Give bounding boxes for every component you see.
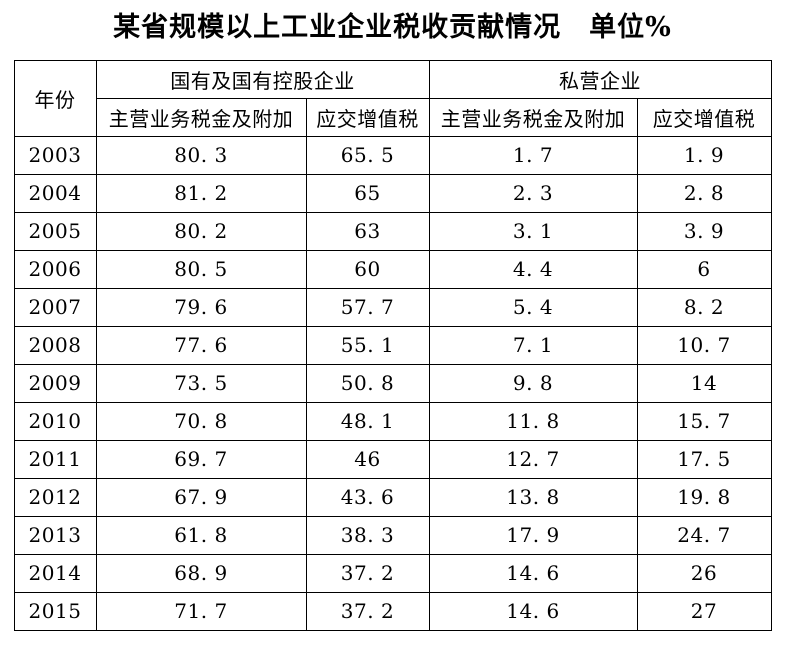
year-header-cell: 年份 <box>13 59 97 137</box>
table-row: 2011 69. 7 46 12. 7 17. 5 <box>13 439 772 479</box>
value-cell: 7. 1 <box>428 325 638 365</box>
value-cell: 63 <box>305 211 430 251</box>
value-cell: 27 <box>636 591 772 631</box>
value-cell: 11. 8 <box>428 401 638 441</box>
year-cell: 2003 <box>13 135 97 175</box>
year-cell: 2011 <box>13 439 97 479</box>
table-row: 2003 80. 3 65. 5 1. 7 1. 9 <box>13 135 772 175</box>
value-cell: 50. 8 <box>305 363 430 403</box>
value-cell: 67. 9 <box>95 477 307 517</box>
table-body: 2003 80. 3 65. 5 1. 7 1. 9 2004 81. 2 65 2. 3 2. … <box>13 135 772 631</box>
value-cell: 24. 7 <box>636 515 772 555</box>
year-cell: 2008 <box>13 325 97 365</box>
value-cell: 77. 6 <box>95 325 307 365</box>
value-cell: 37. 2 <box>305 591 430 631</box>
value-cell: 60 <box>305 249 430 289</box>
subcolumn-header-cell: 主营业务税金及附加 <box>95 97 307 137</box>
value-cell: 80. 3 <box>95 135 307 175</box>
value-cell: 14. 6 <box>428 591 638 631</box>
table-row: 2009 73. 5 50. 8 9. 8 14 <box>13 363 772 403</box>
year-cell: 2007 <box>13 287 97 327</box>
value-cell: 17. 5 <box>636 439 772 479</box>
year-cell: 2009 <box>13 363 97 403</box>
page-title: 某省规模以上工业企业税收贡献情况 单位% <box>113 12 672 43</box>
value-cell: 3. 9 <box>636 211 772 251</box>
subcolumn-header-cell: 主营业务税金及附加 <box>428 97 638 137</box>
year-cell: 2004 <box>13 173 97 213</box>
value-cell: 5. 4 <box>428 287 638 327</box>
table-row: 2014 68. 9 37. 2 14. 6 26 <box>13 553 772 593</box>
subcolumn-header-cell: 应交增值税 <box>305 97 430 137</box>
value-cell: 71. 7 <box>95 591 307 631</box>
year-cell: 2015 <box>13 591 97 631</box>
year-cell: 2014 <box>13 553 97 593</box>
value-cell: 14 <box>636 363 772 403</box>
value-cell: 65. 5 <box>305 135 430 175</box>
value-cell: 80. 5 <box>95 249 307 289</box>
table-row: 2007 79. 6 57. 7 5. 4 8. 2 <box>13 287 772 327</box>
value-cell: 46 <box>305 439 430 479</box>
table-row: 2005 80. 2 63 3. 1 3. 9 <box>13 211 772 251</box>
value-cell: 26 <box>636 553 772 593</box>
value-cell: 15. 7 <box>636 401 772 441</box>
value-cell: 17. 9 <box>428 515 638 555</box>
subcolumn-header-row: 主营业务税金及附加 应交增值税 主营业务税金及附加 应交增值税 <box>14 97 772 137</box>
group-header-row: 年份 国有及国有控股企业 私营企业 <box>13 59 772 137</box>
value-cell: 55. 1 <box>305 325 430 365</box>
table-row: 2012 67. 9 43. 6 13. 8 19. 8 <box>13 477 772 517</box>
value-cell: 79. 6 <box>95 287 307 327</box>
value-cell: 61. 8 <box>95 515 307 555</box>
year-cell: 2013 <box>13 515 97 555</box>
year-cell: 2006 <box>13 249 97 289</box>
value-cell: 19. 8 <box>636 477 772 517</box>
value-cell: 1. 7 <box>428 135 638 175</box>
subcolumn-header-cell: 应交增值税 <box>636 97 772 137</box>
value-cell: 65 <box>305 173 430 213</box>
value-cell: 73. 5 <box>95 363 307 403</box>
value-cell: 10. 7 <box>636 325 772 365</box>
table-row: 2013 61. 8 38. 3 17. 9 24. 7 <box>13 515 772 555</box>
table-row: 2015 71. 7 37. 2 14. 6 27 <box>13 591 772 631</box>
value-cell: 69. 7 <box>95 439 307 479</box>
value-cell: 1. 9 <box>636 135 772 175</box>
table-row: 2010 70. 8 48. 1 11. 8 15. 7 <box>13 401 772 441</box>
group-header-cell-state-owned: 国有及国有控股企业 <box>95 59 430 99</box>
value-cell: 57. 7 <box>305 287 430 327</box>
value-cell: 9. 8 <box>428 363 638 403</box>
tax-contribution-table: 年份 国有及国有控股企业 私营企业 主营业务税金及附加 应交增值税 主营业务税金… <box>13 59 772 631</box>
value-cell: 68. 9 <box>95 553 307 593</box>
year-cell: 2012 <box>13 477 97 517</box>
value-cell: 81. 2 <box>95 173 307 213</box>
value-cell: 8. 2 <box>636 287 772 327</box>
value-cell: 80. 2 <box>95 211 307 251</box>
year-cell: 2005 <box>13 211 97 251</box>
value-cell: 43. 6 <box>305 477 430 517</box>
table-row: 2004 81. 2 65 2. 3 2. 8 <box>13 173 772 213</box>
value-cell: 38. 3 <box>305 515 430 555</box>
value-cell: 2. 8 <box>636 173 772 213</box>
group-header-cell-private: 私营企业 <box>428 59 772 99</box>
value-cell: 70. 8 <box>95 401 307 441</box>
value-cell: 2. 3 <box>428 173 638 213</box>
value-cell: 6 <box>636 249 772 289</box>
table-header: 年份 国有及国有控股企业 私营企业 主营业务税金及附加 应交增值税 主营业务税金… <box>13 59 772 137</box>
value-cell: 12. 7 <box>428 439 638 479</box>
value-cell: 48. 1 <box>305 401 430 441</box>
value-cell: 14. 6 <box>428 553 638 593</box>
value-cell: 3. 1 <box>428 211 638 251</box>
value-cell: 4. 4 <box>428 249 638 289</box>
value-cell: 13. 8 <box>428 477 638 517</box>
year-cell: 2010 <box>13 401 97 441</box>
value-cell: 37. 2 <box>305 553 430 593</box>
table-row: 2008 77. 6 55. 1 7. 1 10. 7 <box>13 325 772 365</box>
